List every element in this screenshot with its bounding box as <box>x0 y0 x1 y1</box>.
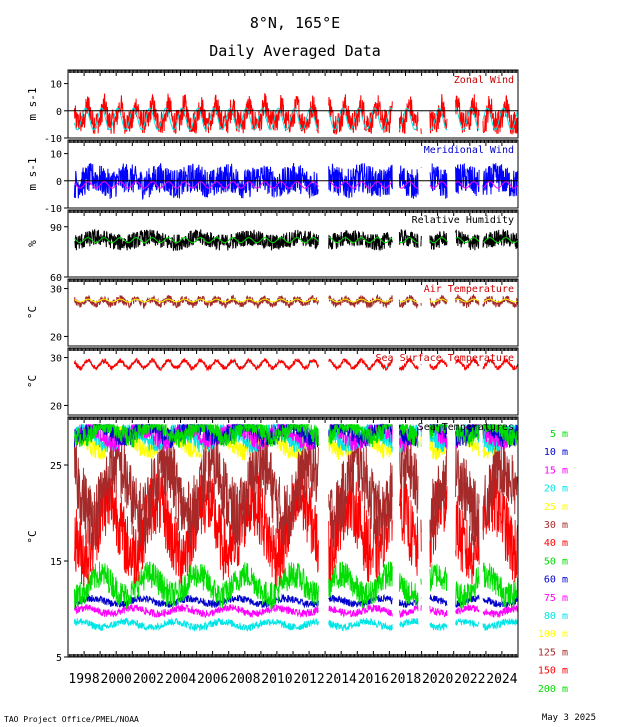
sea-temp-5m <box>73 422 518 448</box>
legend-entry: 60 m <box>544 575 568 586</box>
x-tick-label: 2006 <box>197 672 228 687</box>
legend-entry: 15 m <box>544 465 568 476</box>
y-axis-label: % <box>26 240 39 247</box>
month-ticks <box>67 210 519 216</box>
relative-humidity-climatology <box>74 237 518 244</box>
sst-series <box>73 356 518 372</box>
y-tick-label: 10 <box>50 150 62 161</box>
legend-entry: 80 m <box>544 611 568 622</box>
legend-entry: 75 m <box>544 593 568 604</box>
legend-entry: 125 m <box>538 647 568 658</box>
panel-0-plot <box>73 93 518 136</box>
legend-entry: 25 m <box>544 502 568 513</box>
sea-temp-60m <box>74 593 518 609</box>
legend-entry: 100 m <box>538 629 568 640</box>
y-tick-label: 90 <box>50 223 62 234</box>
month-ticks <box>67 140 519 146</box>
y-axis-label: m s-1 <box>26 87 39 120</box>
x-tick-label: 2024 <box>486 672 517 687</box>
x-tick-label: 2018 <box>390 672 421 687</box>
x-tick-label: 1998 <box>68 672 99 687</box>
panel-title: Sea Temperatures <box>418 422 514 433</box>
meridional-wind-series <box>73 162 518 200</box>
x-tick-label: 2022 <box>454 672 485 687</box>
meridional-wind-climatology <box>74 181 518 189</box>
figure-location: 8°N, 165°E <box>250 14 340 32</box>
panel-1: 10 0 -10 m s-1 Meridional Wind <box>26 139 519 215</box>
month-ticks <box>67 70 519 76</box>
month-ticks <box>67 279 519 285</box>
legend-entry: 30 m <box>544 520 568 531</box>
panel-title: Relative Humidity <box>412 215 514 226</box>
panel-2-plot <box>74 228 518 251</box>
air-temperature-climatology <box>74 298 518 303</box>
panel-title: Meridional Wind <box>424 145 514 156</box>
y-axis-label: °C <box>26 375 39 388</box>
y-tick-label: 10 <box>50 80 62 91</box>
legend-entry: 40 m <box>544 538 568 549</box>
legend-entry: 5 m <box>550 429 568 440</box>
y-tick-label: 0 <box>56 177 62 188</box>
air-temperature-series <box>73 293 518 310</box>
legend-entry: 150 m <box>538 666 568 677</box>
month-ticks <box>67 417 519 657</box>
panel-5: 25 15 5 °C Sea Temperatures <box>26 416 519 664</box>
footer-date: May 3 2025 <box>542 713 596 723</box>
x-tick-label: 2010 <box>261 672 292 687</box>
figure-subtitle: Daily Averaged Data <box>209 42 381 60</box>
x-tick-label: 2008 <box>229 672 260 687</box>
x-tick-label: 2020 <box>422 672 453 687</box>
x-tick-label: 2000 <box>101 672 132 687</box>
x-axis-year-labels: 1998 2000 2002 2004 2006 2008 2010 2012 2014 2016… <box>68 672 517 687</box>
panel-title: Zonal Wind <box>454 75 514 86</box>
x-tick-label: 2012 <box>293 672 324 687</box>
sea-temperature-legend: 5 m 10 m 15 m 20 m 25 m 30 m 40 m 50 m 60 m 75 m 8… <box>538 429 568 695</box>
y-tick-label: -10 <box>44 134 62 145</box>
y-tick-label: 5 <box>56 653 62 664</box>
y-tick-label: 30 <box>50 354 62 365</box>
panel-title: Sea Surface Temperature <box>376 353 514 364</box>
legend-entry: 200 m <box>538 684 568 695</box>
month-ticks <box>67 348 519 354</box>
panel-3-plot <box>73 293 518 310</box>
y-tick-label: 20 <box>50 401 62 412</box>
panel-1-plot <box>73 162 518 200</box>
panel-3: 30 20 °C Air Temperature <box>26 278 519 347</box>
panel-2: 90 60% Relative Humidity <box>26 209 519 284</box>
relative-humidity-series <box>74 228 518 251</box>
x-tick-label: 2004 <box>165 672 196 687</box>
y-tick-label: 15 <box>50 557 62 568</box>
y-axis-label: °C <box>26 530 39 543</box>
x-tick-label: 2016 <box>358 672 389 687</box>
y-tick-label: 25 <box>50 461 62 472</box>
x-tick-label: 2002 <box>133 672 164 687</box>
sea-temp-80m <box>73 617 518 632</box>
y-tick-label: 0 <box>56 107 62 118</box>
zonal-wind-series <box>73 93 518 136</box>
sea-temp-75m <box>73 603 518 618</box>
footer-credit: TAO Project Office/PMEL/NOAA <box>4 715 139 724</box>
panel-0: 10 0 -10 m s-1 Zonal Wind <box>26 69 519 145</box>
legend-entry: 50 m <box>544 556 568 567</box>
legend-entry: 10 m <box>544 447 568 458</box>
panel-5-plot <box>73 422 518 632</box>
y-axis-label: °C <box>26 306 39 319</box>
y-tick-label: 30 <box>50 285 62 296</box>
y-tick-label: -10 <box>44 204 62 215</box>
y-tick-label: 20 <box>50 332 62 343</box>
y-tick-label: 60 <box>50 273 62 284</box>
sea-temp-50m <box>73 561 518 610</box>
panel-4-plot <box>73 356 518 372</box>
x-tick-label: 2014 <box>326 672 357 687</box>
panel-4: 30 20 °C Sea Surface Temperature <box>26 347 519 416</box>
sea-temp-30m <box>73 428 518 551</box>
y-axis-label: m s-1 <box>26 157 39 190</box>
legend-entry: 20 m <box>544 484 568 495</box>
chart-panels: 10 0 -10 m s-1 Zonal Wind 10 0 -10 m s-1 Meridion… <box>26 69 519 664</box>
panel-title: Air Temperature <box>424 284 514 295</box>
